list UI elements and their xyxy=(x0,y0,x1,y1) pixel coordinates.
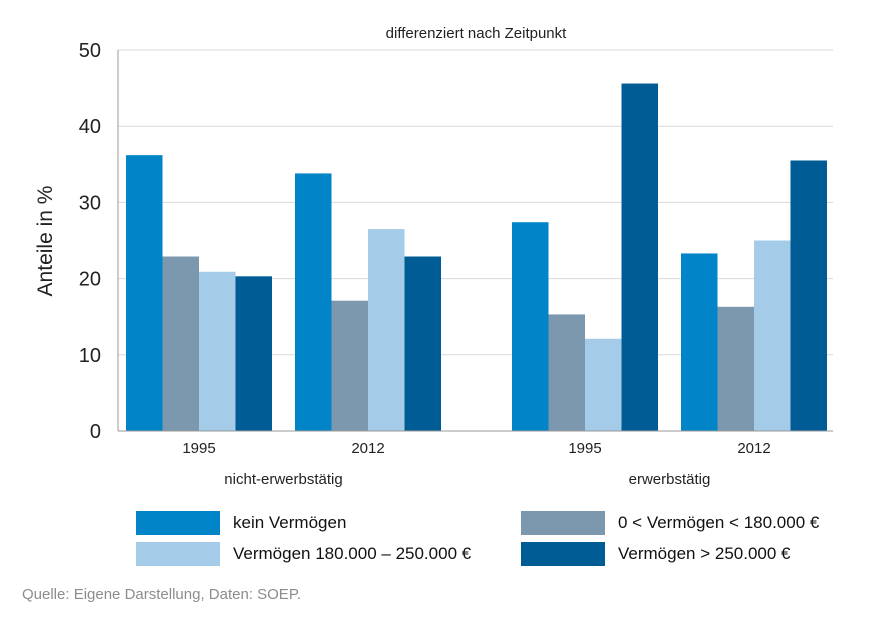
bar xyxy=(235,276,272,431)
x-tick-label: 1995 xyxy=(182,440,215,457)
legend-swatch xyxy=(136,511,220,535)
bar xyxy=(790,160,827,432)
group-label: nicht-erwerbstätig xyxy=(224,471,342,488)
source-note: Quelle: Eigene Darstellung, Daten: SOEP. xyxy=(22,586,302,603)
legend-item: Vermögen > 250.000 € xyxy=(521,541,791,567)
bar xyxy=(331,300,368,431)
x-tick-label: 2012 xyxy=(351,440,384,457)
y-tick-label: 10 xyxy=(79,345,101,367)
legend-swatch xyxy=(521,542,605,566)
x-tick-label: 1995 xyxy=(568,440,601,457)
legend-swatch xyxy=(521,511,605,535)
bar xyxy=(295,173,332,431)
bar xyxy=(126,155,163,431)
legend-swatch xyxy=(136,542,220,566)
bar xyxy=(199,271,236,431)
x-tick-label: 2012 xyxy=(737,440,770,457)
bar xyxy=(717,306,754,431)
bar xyxy=(754,240,791,431)
group-label: erwerbstätig xyxy=(629,471,711,488)
legend-item: kein Vermögen xyxy=(136,510,346,536)
y-tick-label: 30 xyxy=(79,192,101,214)
legend-item: 0 < Vermögen < 180.000 € xyxy=(521,510,819,536)
bar xyxy=(162,256,199,431)
bar xyxy=(512,222,549,431)
legend-label: Vermögen 180.000 – 250.000 € xyxy=(233,544,472,563)
bar xyxy=(585,338,622,431)
y-tick-label: 20 xyxy=(79,269,101,291)
y-axis-label: Anteile in % xyxy=(34,186,57,297)
legend-label: 0 < Vermögen < 180.000 € xyxy=(618,513,820,532)
bar-chart: differenziert nach Zeitpunkt Anteile in … xyxy=(34,25,833,488)
bar xyxy=(368,229,405,431)
y-tick-label: 0 xyxy=(90,421,101,443)
bar xyxy=(548,314,585,431)
legend-label: kein Vermögen xyxy=(233,513,347,532)
y-tick-label: 40 xyxy=(79,116,101,138)
bar xyxy=(621,83,658,431)
legend-label: Vermögen > 250.000 € xyxy=(618,544,791,563)
axes xyxy=(117,50,833,432)
bar xyxy=(681,253,718,431)
y-tick-label: 50 xyxy=(79,40,101,62)
bars xyxy=(126,83,827,432)
bar xyxy=(404,256,441,431)
axis-labels: 0 10 20 30 40 50 1995 2012 nicht-erwerbstätig 199… xyxy=(79,40,771,488)
legend-item: Vermögen 180.000 – 250.000 € xyxy=(136,541,471,567)
chart-title: differenziert nach Zeitpunkt xyxy=(386,25,567,42)
